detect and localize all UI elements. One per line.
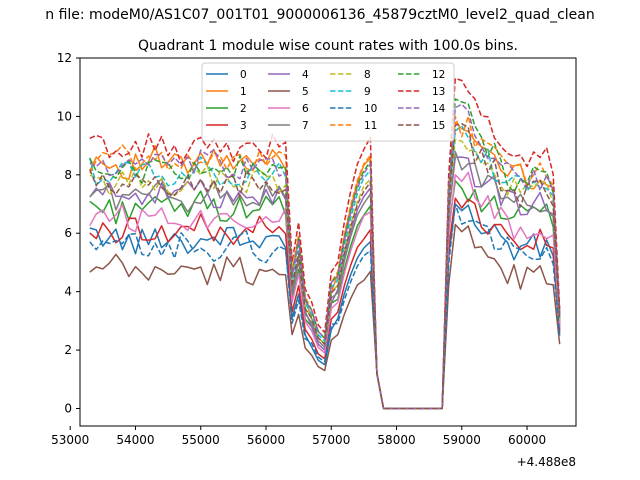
x-tick-label: 55000 [182,433,220,447]
legend-label-10: 10 [364,103,377,115]
x-tick-label: 57000 [312,433,350,447]
legend-label-15: 15 [432,120,445,132]
series-line-15 [89,123,561,410]
x-tick-label: 53000 [51,433,89,447]
legend-label-7: 7 [302,120,309,132]
series-line-7 [89,150,561,410]
y-tick-label: 12 [57,51,72,65]
legend-label-11: 11 [364,120,377,132]
x-tick-label: 60000 [508,433,546,447]
legend-label-5: 5 [302,86,309,98]
axes-frame [79,57,577,427]
series-line-6 [89,171,561,410]
legend-label-4: 4 [302,69,309,81]
legend-label-8: 8 [364,69,371,81]
x-tick-label: 54000 [116,433,154,447]
x-axis: 53000 54000 55000 56000 57000 58000 59000 60000 [51,426,546,447]
series-line-5 [89,223,561,410]
series-line-8 [89,139,561,410]
legend-frame [201,62,455,142]
legend-label-9: 9 [364,86,371,98]
legend-label-14: 14 [432,103,446,115]
series-layer [89,77,561,410]
legend-label-6: 6 [302,103,309,115]
legend-label-12: 12 [432,69,445,81]
x-tick-label: 56000 [247,433,285,447]
legend-label-3: 3 [240,120,247,132]
y-tick-label: 0 [64,401,72,415]
series-line-10 [89,203,561,410]
x-tick-label: 58000 [377,433,415,447]
y-axis: 0 2 4 6 8 10 12 [57,51,80,415]
series-line-9 [89,125,561,410]
y-tick-label: 4 [64,285,72,299]
y-tick-label: 8 [64,168,72,182]
x-axis-offset-label: +4.488e8 [517,455,576,469]
x-tick-label: 59000 [443,433,481,447]
figure-suptitle: n file: modeM0/AS1C07_001T01_9000006136_… [45,7,594,23]
y-tick-label: 2 [64,343,72,357]
legend-label-1: 1 [240,86,247,98]
legend-label-0: 0 [240,69,247,81]
legend-label-13: 13 [432,86,445,98]
series-line-13 [89,77,561,410]
axes-title: Quadrant 1 module wise count rates with … [138,38,518,54]
y-tick-label: 6 [64,226,72,240]
series-line-12 [89,98,561,410]
y-tick-label: 10 [57,109,72,123]
legend-label-2: 2 [240,103,247,115]
